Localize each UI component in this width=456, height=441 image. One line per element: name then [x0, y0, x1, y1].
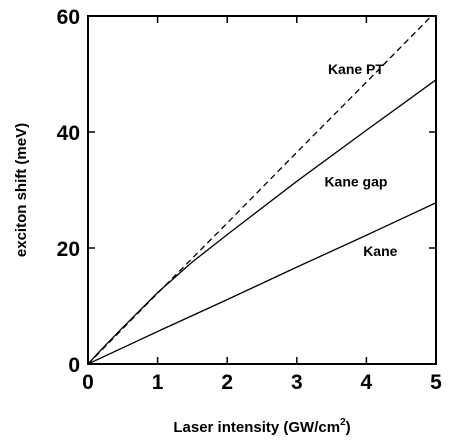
x-tick-label-3: 3 — [291, 371, 303, 394]
x-tick-label-0: 0 — [82, 371, 94, 394]
y-tick-label-20: 20 — [57, 238, 80, 261]
x-tick-label-1: 1 — [152, 371, 164, 394]
series-lines — [88, 16, 436, 364]
series-line-kane — [88, 202, 436, 364]
x-tick-label-5: 5 — [430, 371, 442, 394]
plot-frame — [87, 15, 437, 365]
series-line-kane-gap — [88, 79, 436, 364]
x-axis-label: Laser intensity (GW/cm2) — [173, 417, 350, 436]
series-label-kane-gap: Kane gap — [324, 174, 387, 190]
y-tick-label-40: 40 — [57, 122, 80, 145]
y-axis-label: exciton shift (meV) — [13, 123, 30, 257]
x-tick-label-4: 4 — [361, 371, 373, 394]
x-tick-label-2: 2 — [221, 371, 233, 394]
y-tick-label-0: 0 — [68, 354, 80, 377]
y-tick-label-60: 60 — [57, 6, 80, 29]
series-label-kane: Kane — [363, 243, 397, 259]
x-axis-label-suffix: ) — [346, 419, 351, 436]
x-axis-label-superscript: 2 — [340, 417, 346, 428]
x-axis-label-main: Laser intensity (GW/cm — [173, 419, 340, 436]
tick-labels: 0 1 2 3 4 5 0 20 40 60 — [57, 6, 443, 394]
series-labels: Kane PT Kane gap Kane — [324, 61, 397, 259]
series-label-kane-pt: Kane PT — [328, 61, 384, 77]
